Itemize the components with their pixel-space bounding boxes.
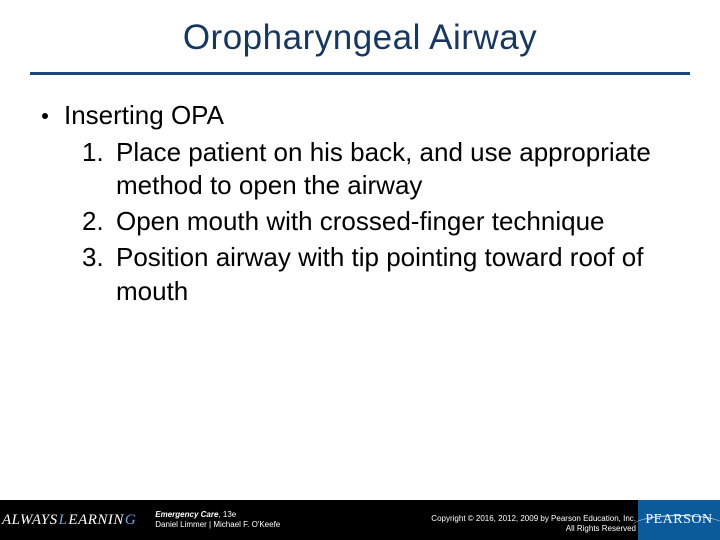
always-learning-logo: ALWAYS L EARNIN G: [0, 500, 137, 540]
al-accent-letter: G: [125, 512, 136, 529]
step-text: Open mouth with crossed-finger technique: [116, 205, 605, 239]
book-edition: , 13e: [218, 510, 236, 519]
list-item: 1. Place patient on his back, and use ap…: [82, 136, 678, 204]
bullet-label: Inserting OPA: [64, 99, 224, 132]
slide: Oropharyngeal Airway Inserting OPA 1. Pl…: [0, 0, 720, 540]
al-part: EARNIN: [68, 512, 124, 529]
step-number: 1.: [82, 136, 116, 170]
authors: Daniel Limmer | Michael F. O'Keefe: [155, 520, 280, 530]
copyright-line1: Copyright © 2016, 2012, 2009 by Pearson …: [431, 514, 636, 524]
always-learning-text: ALWAYS L EARNIN G: [2, 512, 137, 529]
bullet-item: Inserting OPA: [42, 99, 678, 132]
step-text: Place patient on his back, and use appro…: [116, 136, 678, 204]
copyright-line2: All Rights Reserved: [431, 524, 636, 534]
al-accent-letter: L: [59, 512, 68, 529]
pearson-arc-icon: [632, 515, 720, 531]
slide-title: Oropharyngeal Airway: [0, 0, 720, 58]
copyright: Copyright © 2016, 2012, 2009 by Pearson …: [431, 514, 636, 534]
step-text: Position airway with tip pointing toward…: [116, 241, 678, 309]
list-item: 3. Position airway with tip pointing tow…: [82, 241, 678, 309]
step-number: 3.: [82, 241, 116, 275]
numbered-list: 1. Place patient on his back, and use ap…: [82, 136, 678, 309]
al-part: ALWAYS: [2, 512, 58, 529]
step-number: 2.: [82, 205, 116, 239]
book-line: Emergency Care, 13e: [155, 510, 280, 520]
list-item: 2. Open mouth with crossed-finger techni…: [82, 205, 678, 239]
bullet-dot-icon: [42, 113, 48, 119]
pearson-logo: PEARSON: [638, 500, 720, 540]
content-area: Inserting OPA 1. Place patient on his ba…: [0, 75, 720, 308]
footer-bar: ALWAYS L EARNIN G Emergency Care, 13e Da…: [0, 500, 720, 540]
book-title: Emergency Care: [155, 510, 218, 519]
book-info: Emergency Care, 13e Daniel Limmer | Mich…: [155, 510, 280, 530]
